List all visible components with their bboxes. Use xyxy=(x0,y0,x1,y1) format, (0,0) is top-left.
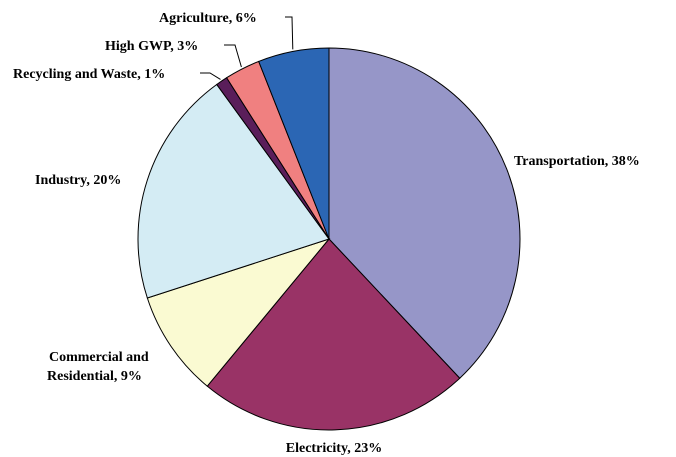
leader-line-agriculture xyxy=(285,16,294,50)
leader-line-recycling-and-waste xyxy=(200,72,221,80)
pie-slice-industry xyxy=(137,83,330,299)
label-industry: Industry, 20% xyxy=(35,173,121,188)
label-commercial-residential: Commercial and Residential, 9% xyxy=(47,350,152,384)
label-agriculture: Agriculture, 6% xyxy=(159,11,257,26)
pie-slices xyxy=(137,47,521,431)
slice-labels: Transportation, 38% Electricity, 23% Com… xyxy=(13,11,640,456)
label-transportation: Transportation, 38% xyxy=(514,154,640,169)
pie-slice-transportation xyxy=(328,47,521,379)
label-electricity: Electricity, 23% xyxy=(286,441,382,456)
pie-slice-commercial-and-residential xyxy=(146,237,331,387)
pie-slice-agriculture xyxy=(258,47,330,240)
label-high-gwp: High GWP, 3% xyxy=(105,39,198,54)
pie-slice-electricity xyxy=(206,238,461,431)
leader-lines xyxy=(200,16,294,80)
leader-line-high-gwp xyxy=(224,44,242,68)
label-recycling-waste: Recycling and Waste, 1% xyxy=(13,67,165,82)
